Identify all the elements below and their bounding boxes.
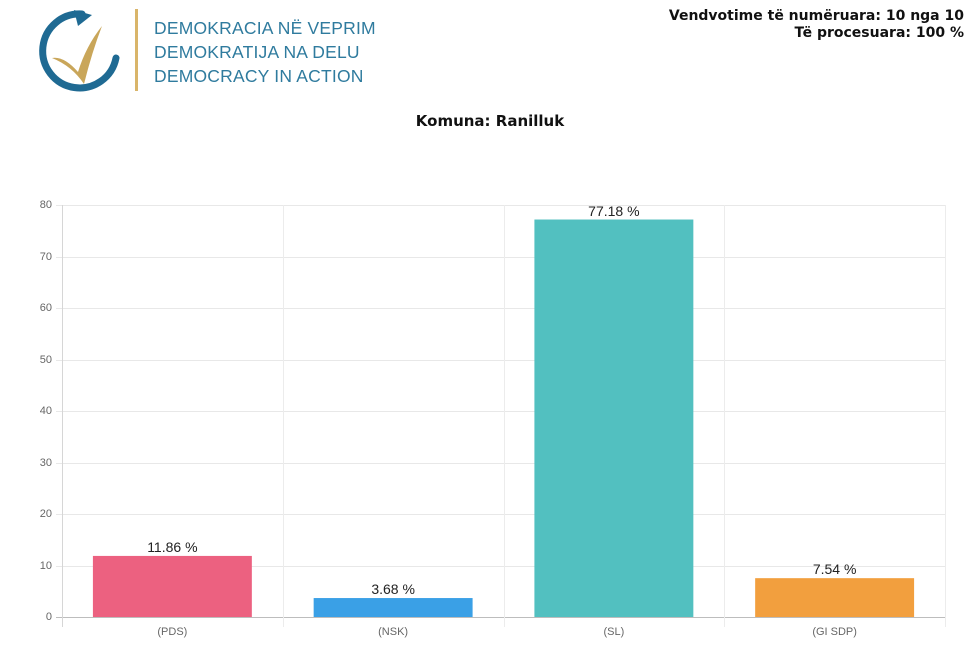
y-tick-label: 80 <box>39 198 52 211</box>
logo-text: DEMOKRACIA NË VEPRIM DEMOKRATIJA NA DELU… <box>154 16 376 88</box>
circular-arrow-checkmark-icon <box>39 10 120 92</box>
logo-line-english: DEMOCRACY IN ACTION <box>154 66 364 86</box>
logo-line-serbian: DEMOKRATIJA NA DELU <box>154 42 360 62</box>
y-tick-label: 20 <box>39 507 52 520</box>
bar-value-label: 3.68 % <box>371 581 415 598</box>
y-tick-label: 10 <box>39 559 52 572</box>
logo-line-albanian: DEMOKRACIA NË VEPRIM <box>154 18 376 38</box>
bar-pds[interactable] <box>92 555 252 617</box>
x-category-label: (SL) <box>603 626 625 638</box>
polling-stations-counted: Vendvotime të numëruara: 10 nga 10 <box>668 8 964 24</box>
y-tick-label: 50 <box>39 353 52 366</box>
counting-stats: Vendvotime të numëruara: 10 nga 10 Të pr… <box>669 8 964 42</box>
processed-percent: Të procesuara: 100 % <box>794 25 964 41</box>
y-tick-label: 70 <box>39 250 52 263</box>
bar-gi-sdp[interactable] <box>755 578 915 617</box>
x-category-label: (NSK) <box>378 626 409 638</box>
chart-title: Komuna: Ranilluk <box>415 112 565 130</box>
logo <box>34 6 124 96</box>
y-tick-label: 30 <box>39 456 52 469</box>
bar-nsk[interactable] <box>313 598 473 617</box>
y-tick-label: 40 <box>39 404 52 417</box>
bar-sl[interactable] <box>534 219 694 617</box>
bar-value-label: 77.18 % <box>588 202 640 219</box>
logo-divider <box>135 9 138 91</box>
bar-value-label: 11.86 % <box>147 538 198 555</box>
x-category-label: (GI SDP) <box>812 626 857 638</box>
y-tick-label: 60 <box>39 301 52 314</box>
bar-value-label: 7.54 % <box>812 561 857 578</box>
y-tick-label: 0 <box>45 610 52 623</box>
x-category-label: (PDS) <box>157 626 188 638</box>
